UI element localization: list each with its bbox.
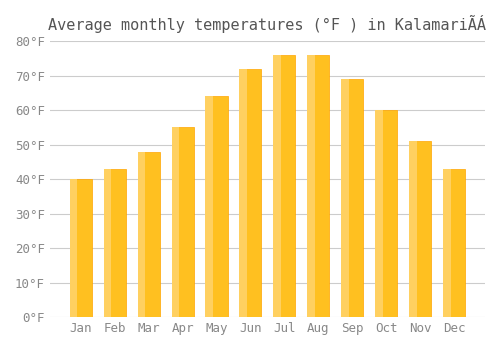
Bar <box>274 55 281 317</box>
Bar <box>308 55 315 317</box>
Bar <box>375 110 398 317</box>
Bar <box>70 179 78 317</box>
Bar <box>409 141 417 317</box>
Bar <box>409 141 432 317</box>
Bar <box>342 79 349 317</box>
Bar <box>138 152 160 317</box>
Bar <box>308 55 330 317</box>
Bar <box>240 69 262 317</box>
Bar <box>443 169 451 317</box>
Bar <box>342 79 363 317</box>
Bar <box>443 169 465 317</box>
Bar <box>104 169 126 317</box>
Bar <box>172 127 179 317</box>
Bar <box>375 110 383 317</box>
Bar <box>240 69 247 317</box>
Bar <box>70 179 92 317</box>
Title: Average monthly temperatures (°F ) in KalamariÃÁ: Average monthly temperatures (°F ) in Ka… <box>48 15 486 33</box>
Bar <box>172 127 194 317</box>
Bar <box>206 96 213 317</box>
Bar <box>206 96 228 317</box>
Bar <box>104 169 112 317</box>
Bar <box>138 152 145 317</box>
Bar <box>274 55 295 317</box>
